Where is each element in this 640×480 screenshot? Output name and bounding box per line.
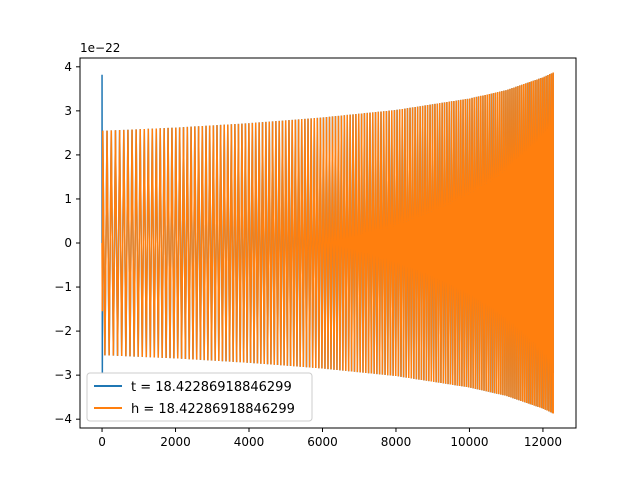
x-tick-label: 0 xyxy=(98,435,106,449)
y-tick-label: 4 xyxy=(64,60,72,74)
legend-label-series-1: t = 18.42286918846299 xyxy=(131,380,292,395)
plot-area xyxy=(101,72,554,414)
y-tick-label: 2 xyxy=(64,148,72,162)
x-tick-label: 4000 xyxy=(234,435,265,449)
y-tick-label: 1 xyxy=(64,192,72,206)
y-tick-label: −1 xyxy=(54,280,72,294)
y-tick-label: −3 xyxy=(54,368,72,382)
x-tick-label: 2000 xyxy=(160,435,191,449)
x-tick-label: 10000 xyxy=(450,435,488,449)
y-tick-label: 3 xyxy=(64,104,72,118)
x-tick-label: 6000 xyxy=(307,435,338,449)
y-tick-label: −2 xyxy=(54,324,72,338)
x-axis: 0 2000 4000 6000 8000 10000 12000 xyxy=(98,428,562,449)
y-axis: −4 −3 −2 −1 0 1 2 3 4 xyxy=(54,60,80,426)
legend: t = 18.42286918846299 h = 18.42286918846… xyxy=(86,372,313,422)
x-tick-label: 12000 xyxy=(524,435,562,449)
y-tick-label: 0 xyxy=(64,236,72,250)
x-tick-label: 8000 xyxy=(381,435,412,449)
legend-label-series-2: h = 18.42286918846299 xyxy=(131,402,295,417)
y-tick-label: −4 xyxy=(54,412,72,426)
series-line-2 xyxy=(101,72,554,414)
y-offset-text: 1e−22 xyxy=(80,41,120,55)
legend-box xyxy=(86,372,313,422)
